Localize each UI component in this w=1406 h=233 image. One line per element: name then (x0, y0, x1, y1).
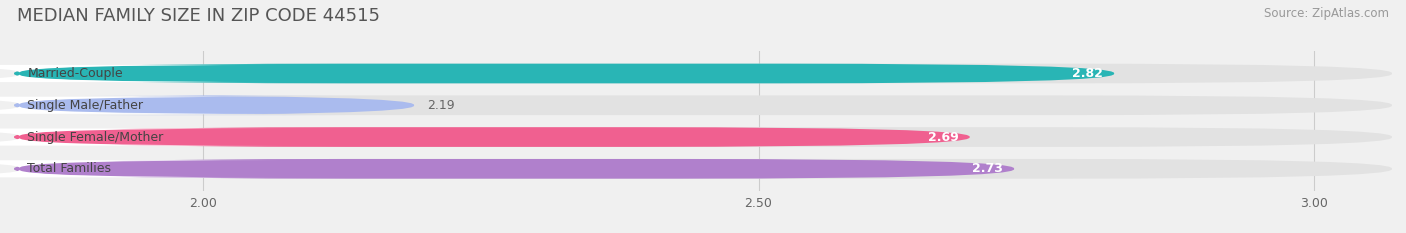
FancyBboxPatch shape (14, 96, 1392, 115)
Text: Single Female/Mother: Single Female/Mother (27, 130, 163, 144)
FancyBboxPatch shape (14, 64, 1114, 83)
Text: 2.82: 2.82 (1073, 67, 1104, 80)
Text: 2.19: 2.19 (427, 99, 456, 112)
FancyBboxPatch shape (14, 127, 970, 147)
FancyBboxPatch shape (14, 64, 1392, 83)
Text: Total Families: Total Families (27, 162, 111, 175)
FancyBboxPatch shape (0, 65, 284, 82)
FancyBboxPatch shape (14, 159, 1392, 179)
FancyBboxPatch shape (0, 97, 284, 114)
Text: Source: ZipAtlas.com: Source: ZipAtlas.com (1264, 7, 1389, 20)
Text: 2.73: 2.73 (972, 162, 1002, 175)
FancyBboxPatch shape (14, 159, 1014, 179)
FancyBboxPatch shape (14, 127, 1392, 147)
Text: MEDIAN FAMILY SIZE IN ZIP CODE 44515: MEDIAN FAMILY SIZE IN ZIP CODE 44515 (17, 7, 380, 25)
Text: 2.69: 2.69 (928, 130, 959, 144)
FancyBboxPatch shape (0, 128, 284, 146)
Text: Single Male/Father: Single Male/Father (27, 99, 143, 112)
FancyBboxPatch shape (14, 96, 415, 115)
Text: Married-Couple: Married-Couple (27, 67, 122, 80)
FancyBboxPatch shape (0, 160, 284, 177)
